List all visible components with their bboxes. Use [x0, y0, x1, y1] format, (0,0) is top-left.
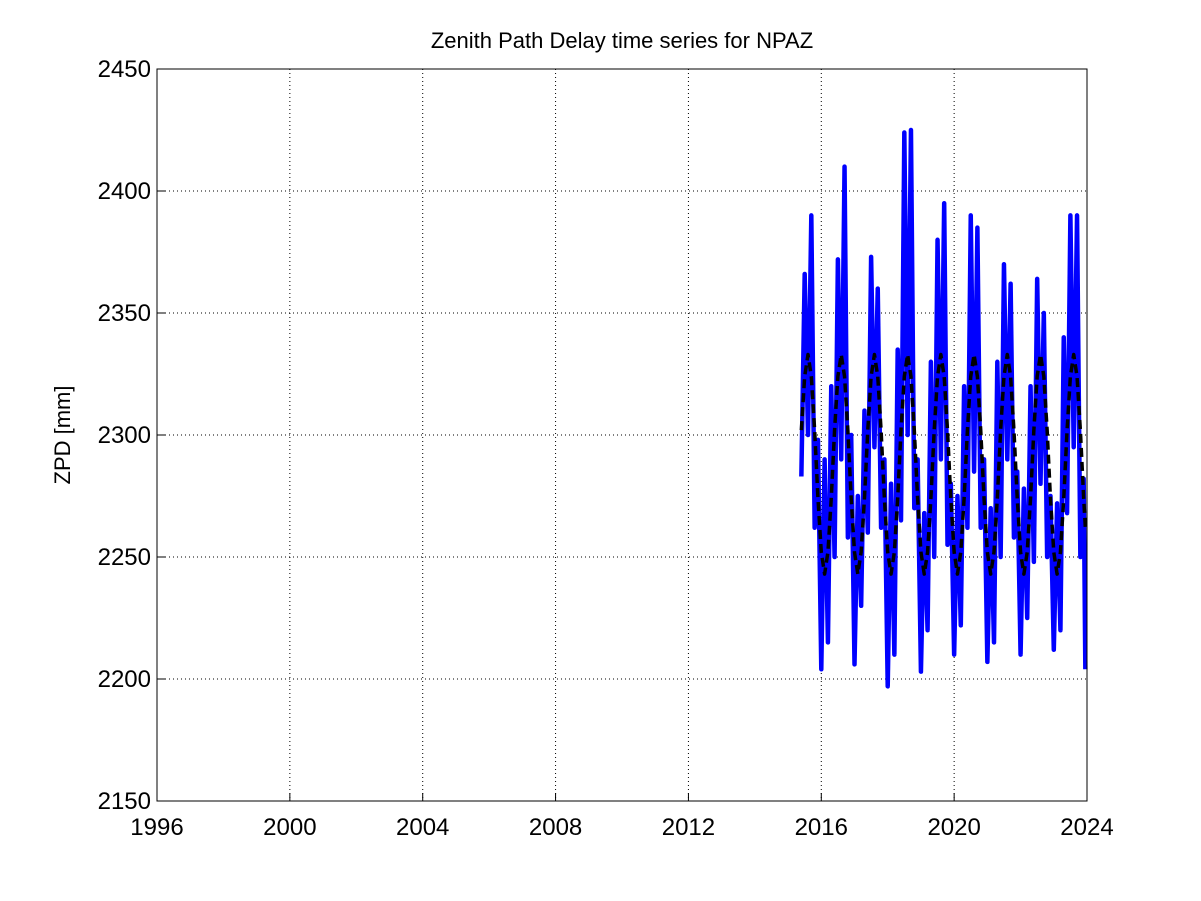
series-line	[799, 127, 1088, 689]
y-tick-label: 2250	[98, 544, 151, 571]
y-axis-label: ZPD [mm]	[50, 386, 75, 485]
y-tick-label: 2400	[98, 178, 151, 205]
y-tick-label: 2450	[98, 56, 151, 83]
x-tick-label: 2004	[396, 814, 449, 841]
plot-frame	[156, 68, 1088, 802]
y-tick-label: 2150	[98, 788, 151, 815]
y-tick-label: 2350	[98, 300, 151, 327]
x-tick-label: 2024	[1060, 814, 1113, 841]
series-line	[799, 352, 1088, 576]
y-tick-label: 2300	[98, 422, 151, 449]
x-tick-label: 1996	[130, 814, 183, 841]
chart-title: Zenith Path Delay time series for NPAZ	[431, 28, 813, 53]
x-tick-label: 2000	[263, 814, 316, 841]
x-tick-label: 2012	[662, 814, 715, 841]
y-tick-label: 2200	[98, 666, 151, 693]
x-tick-label: 2020	[927, 814, 980, 841]
x-tick-label: 2016	[795, 814, 848, 841]
x-tick-label: 2008	[529, 814, 582, 841]
